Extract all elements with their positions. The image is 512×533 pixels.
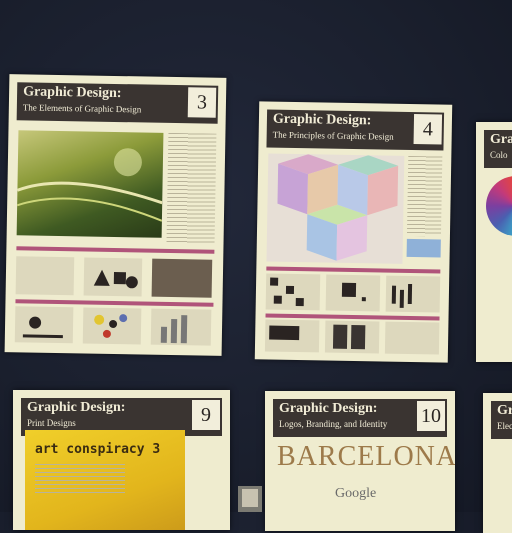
poster-number: 3	[187, 87, 217, 118]
poster-title-bar: Grap Elect	[491, 401, 512, 439]
poster-print: Graphic Design: Print Designs 9 art cons…	[13, 390, 230, 530]
poster-logos: Graphic Design: Logos, Branding, and Ide…	[265, 391, 455, 531]
barcelona-logo: BARCELONA	[277, 441, 455, 472]
poster-title: Grap	[490, 132, 512, 147]
color-wheel	[486, 176, 512, 236]
poster-number: 9	[192, 400, 220, 430]
poster-subtitle: The Principles of Graphic Design	[272, 129, 394, 142]
poster-color: Grap Colo	[476, 122, 512, 362]
wall-plaque	[238, 486, 262, 512]
cube-artwork	[266, 153, 405, 264]
poster-title-bar: Graphic Design: Print Designs 9	[21, 398, 222, 436]
poster-electronic: Grap Elect	[483, 393, 512, 533]
poster-title: Graphic Design:	[272, 111, 372, 129]
green-artwork	[16, 130, 164, 238]
art-conspiracy-flyer: art conspiracy 3	[25, 430, 185, 530]
poster-title: Graphic Design:	[279, 401, 378, 416]
poster-title-bar: Grap Colo	[484, 130, 512, 168]
poster-subtitle: Logos, Branding, and Identity	[279, 419, 388, 429]
poster-subtitle: The Elements of Graphic Design	[22, 102, 142, 115]
poster-principles: Graphic Design: The Principles of Graphi…	[254, 101, 453, 363]
poster-subtitle: Print Designs	[27, 418, 76, 428]
art-conspiracy-text: art conspiracy 3	[35, 442, 161, 457]
poster-title-bar: Graphic Design: The Elements of Graphic …	[16, 82, 219, 124]
poster-number: 4	[413, 114, 443, 145]
poster-title-bar: Graphic Design: Logos, Branding, and Ide…	[273, 399, 447, 437]
poster-elements: Graphic Design: The Elements of Graphic …	[4, 74, 227, 356]
poster-title: Grap	[497, 403, 512, 418]
google-logo: Google	[335, 486, 377, 501]
poster-subtitle: Elect	[497, 421, 512, 431]
poster-title-bar: Graphic Design: The Principles of Graphi…	[266, 109, 445, 151]
poster-title: Graphic Design:	[23, 84, 122, 102]
poster-number: 10	[417, 401, 445, 431]
poster-title: Graphic Design:	[27, 400, 126, 415]
poster-subtitle: Colo	[490, 150, 508, 160]
